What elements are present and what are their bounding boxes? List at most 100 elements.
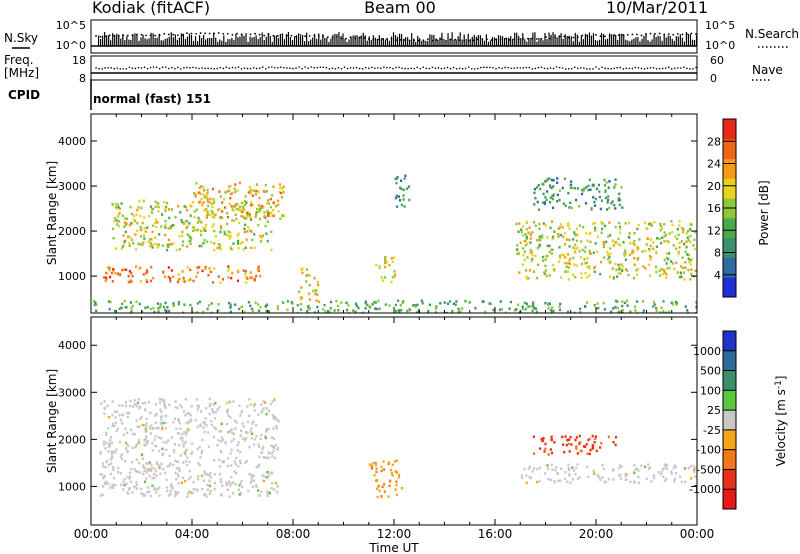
heatmap-cell	[693, 470, 696, 474]
heatmap-cell	[138, 439, 141, 442]
heatmap-cell	[208, 412, 211, 416]
heatmap-cell	[546, 236, 549, 239]
heatmap-cell	[245, 211, 249, 215]
nave-dot	[134, 67, 137, 70]
heatmap-cell	[682, 242, 686, 246]
heatmap-cell	[206, 191, 209, 195]
nave-dot	[177, 66, 179, 69]
heatmap-cell	[154, 470, 157, 473]
heatmap-cell	[213, 417, 217, 420]
heatmap-cell	[270, 248, 273, 252]
heatmap-cell	[552, 193, 556, 196]
nave-dot	[607, 67, 609, 70]
heatmap-cell	[576, 187, 580, 190]
heatmap-cell	[185, 208, 189, 212]
heatmap-cell	[105, 431, 108, 435]
heatmap-cell	[139, 235, 143, 238]
heatmap-cell	[129, 471, 132, 475]
nave-dot	[340, 67, 343, 70]
heatmap-cell	[395, 181, 398, 185]
heatmap-cell	[186, 492, 190, 496]
heatmap-cell	[161, 447, 164, 451]
heatmap-cell	[542, 201, 545, 204]
heatmap-cell	[549, 196, 552, 200]
heatmap-cell	[196, 404, 199, 408]
power-colorbar-tick-label: 4	[714, 269, 721, 282]
heatmap-cell	[612, 276, 615, 279]
heatmap-cell	[521, 247, 525, 250]
heatmap-cell	[629, 310, 632, 313]
heatmap-cell	[272, 415, 275, 419]
nave-dot	[570, 67, 573, 70]
noise-search-dots	[95, 32, 697, 42]
heatmap-cell	[546, 244, 549, 248]
nave-dot	[231, 66, 234, 69]
heatmap-cell	[121, 413, 125, 417]
heatmap-cell	[374, 463, 378, 467]
freq-label: Freq.	[4, 53, 34, 67]
heatmap-cell	[679, 271, 682, 275]
heatmap-cell	[566, 480, 569, 483]
heatmap-cell	[388, 484, 391, 488]
heatmap-cell	[391, 474, 394, 477]
heatmap-cell	[526, 256, 529, 259]
heatmap-cell	[269, 402, 272, 406]
heatmap-cell	[525, 277, 529, 280]
heatmap-cell	[550, 252, 554, 255]
heatmap-cell	[229, 429, 232, 433]
heatmap-cell	[524, 233, 527, 236]
nave-dot	[119, 68, 122, 70]
heatmap-cell	[688, 260, 691, 264]
heatmap-cell	[564, 231, 567, 235]
heatmap-cell	[202, 426, 205, 429]
heatmap-cell	[230, 475, 233, 479]
heatmap-cell	[394, 196, 398, 200]
heatmap-cell	[213, 198, 216, 202]
heatmap-cell	[590, 208, 593, 211]
noise-search-dot	[517, 38, 520, 41]
heatmap-cell	[131, 304, 134, 308]
heatmap-cell	[576, 477, 580, 481]
heatmap-cell	[619, 244, 622, 247]
heatmap-cell	[158, 494, 161, 497]
heatmap-cell	[124, 305, 127, 309]
heatmap-cell	[175, 477, 178, 481]
heatmap-cell	[229, 303, 232, 307]
heatmap-cell	[516, 252, 519, 256]
heatmap-cell	[652, 300, 655, 304]
time-tick-label: 08:00	[276, 527, 311, 541]
noise-search-dot	[304, 35, 307, 38]
heatmap-cell	[259, 306, 262, 309]
heatmap-cell	[586, 276, 589, 279]
heatmap-cell	[280, 196, 284, 199]
noise-search-dot	[504, 37, 506, 40]
nave-dot	[186, 66, 188, 69]
heatmap-cell	[186, 463, 189, 467]
noise-search-dot	[654, 32, 656, 35]
heatmap-cell	[243, 200, 247, 203]
heatmap-cell	[226, 215, 230, 219]
heatmap-cell	[206, 200, 209, 203]
heatmap-cell	[267, 474, 270, 477]
heatmap-cell	[606, 198, 610, 202]
heatmap-cell	[402, 198, 405, 201]
heatmap-cell	[525, 235, 528, 238]
heatmap-cell	[602, 467, 605, 471]
nave-dot	[622, 68, 625, 70]
heatmap-cell	[380, 276, 383, 279]
nave-dot	[467, 66, 470, 68]
heatmap-cell	[266, 239, 269, 243]
heatmap-cell	[221, 460, 224, 464]
heatmap-cell	[388, 264, 391, 267]
heatmap-cell	[118, 414, 121, 417]
heatmap-cell	[103, 481, 107, 485]
heatmap-cell	[203, 422, 206, 425]
heatmap-cell	[694, 230, 697, 234]
nave-dot	[404, 67, 406, 70]
heatmap-cell	[162, 452, 165, 455]
heatmap-cell	[100, 473, 103, 476]
heatmap-cell	[570, 206, 573, 210]
heatmap-cell	[167, 494, 170, 497]
nave-dot	[174, 67, 176, 70]
